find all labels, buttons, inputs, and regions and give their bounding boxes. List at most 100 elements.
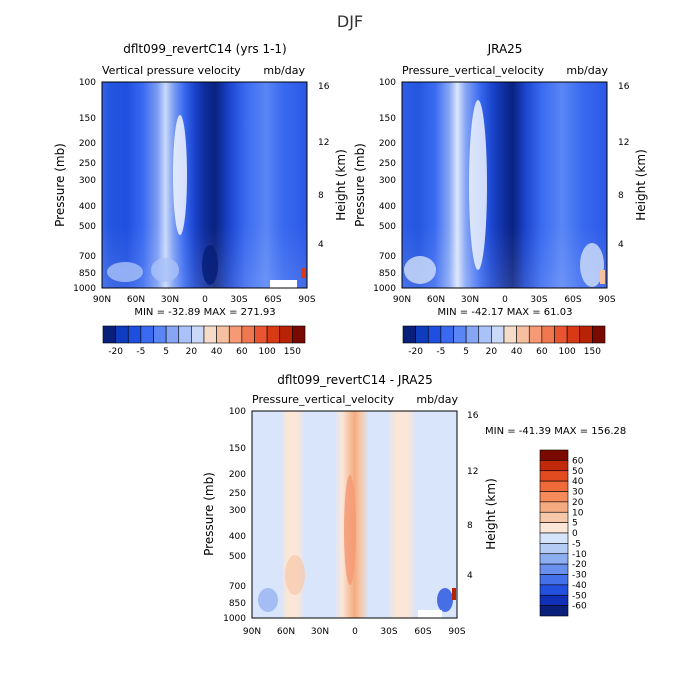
y-tick: 100 [379, 78, 396, 88]
x-tick: 60N [427, 295, 445, 305]
colorbar-swatch [228, 325, 243, 344]
colorbar-swatch [539, 574, 569, 586]
panel-reanalysis-ylabel: Pressure (mb) [353, 143, 367, 227]
y-right-tick: 8 [318, 191, 324, 201]
x-tick: 30N [311, 627, 329, 637]
colorbar-swatch [415, 325, 429, 344]
colorbar-label: -5 [436, 347, 445, 357]
colorbar-label: 20 [572, 498, 584, 508]
panel-reanalysis-blob [404, 256, 436, 284]
x-tick: 30S [530, 295, 547, 305]
panel-model-subtitle: Vertical pressure velocity [102, 64, 241, 77]
colorbar-label: 5 [463, 347, 469, 357]
panel-reanalysis-stats: MIN = -42.17 MAX = 61.03 [438, 307, 573, 318]
panel-reanalysis-field-shade [402, 82, 607, 288]
y-tick: 200 [79, 139, 96, 149]
panel-reanalysis-colorbar: -20 -5 5 20 40 60 100 150 [402, 325, 606, 357]
colorbar-swatch [554, 325, 568, 344]
colorbar-swatch [579, 325, 593, 344]
panel-model-colorbar: -20 -5 5 20 40 60 100 150 [102, 325, 306, 357]
colorbar-swatch [153, 325, 167, 344]
panel-model-units: mb/day [263, 64, 305, 77]
colorbar-label: -20 [408, 347, 423, 357]
colorbar-swatch [539, 532, 569, 544]
colorbar-swatch [478, 325, 492, 344]
colorbar-swatch [592, 325, 606, 344]
panel-model-frame [101, 81, 308, 289]
colorbar-swatch [539, 501, 569, 513]
y-right-tick: 4 [618, 240, 624, 250]
panel-difference-ylabel-right: Height (km) [484, 478, 498, 549]
y-tick: 300 [379, 176, 396, 186]
panel-model-ylabel: Pressure (mb) [53, 143, 67, 227]
y-tick: 700 [229, 582, 246, 592]
colorbar-swatch [102, 325, 116, 344]
y-tick: 150 [379, 114, 396, 124]
y-right-tick: 12 [318, 138, 329, 148]
y-tick: 1000 [373, 284, 396, 294]
colorbar-label: 20 [186, 347, 198, 357]
x-tick: 0 [502, 295, 508, 305]
y-tick: 100 [79, 78, 96, 88]
colorbar-swatch [115, 325, 129, 344]
y-right-tick: 8 [618, 191, 624, 201]
panel-reanalysis-frame [401, 81, 608, 289]
y-right-tick: 12 [467, 467, 478, 477]
y-tick: 500 [379, 222, 396, 232]
colorbar-swatch [465, 325, 480, 344]
y-tick: 500 [229, 552, 246, 562]
panel-difference-ylabel: Pressure (mb) [202, 472, 216, 556]
colorbar-label: 10 [572, 508, 584, 518]
panel-model-blank [270, 280, 297, 288]
colorbar-swatch [279, 325, 293, 344]
x-tick: 30S [380, 627, 397, 637]
colorbar-label: -20 [572, 560, 587, 570]
x-tick: 30N [161, 295, 179, 305]
y-right-tick: 16 [467, 411, 479, 421]
colorbar-swatch [140, 325, 154, 344]
panel-model-title: dflt099_revertC14 (yrs 1-1) [123, 42, 287, 56]
x-tick: 90S [598, 295, 615, 305]
y-right-tick: 8 [467, 521, 473, 531]
panel-model-x-ticks: 90N 60N 30N 0 30S 60S 90S [93, 295, 316, 305]
panel-difference-blob [258, 588, 278, 612]
panel-difference-y-ticks: 100 150 200 250 300 400 500 700 850 1000 [223, 407, 246, 624]
panel-difference-subtitle: Pressure_vertical_velocity [252, 393, 394, 406]
x-tick: 90N [93, 295, 111, 305]
colorbar-label: 40 [511, 347, 523, 357]
panel-model-blob [202, 245, 218, 285]
panel-difference-blob [285, 555, 305, 595]
y-tick: 850 [79, 269, 96, 279]
colorbar-swatch [216, 325, 230, 344]
panel-difference-x-ticks: 90N 60N 30N 0 30S 60S 90S [243, 627, 466, 637]
colorbar-label: -60 [572, 602, 587, 612]
panel-difference-stats: MIN = -41.39 MAX = 156.28 [485, 426, 626, 437]
panel-difference-blank [418, 610, 442, 618]
colorbar-swatch [539, 584, 569, 596]
x-tick: 30N [461, 295, 479, 305]
colorbar-label: 20 [486, 347, 498, 357]
panel-model: dflt099_revertC14 (yrs 1-1) Vertical pre… [53, 42, 348, 357]
x-tick: 90N [393, 295, 411, 305]
colorbar-swatch [539, 563, 569, 575]
x-tick: 0 [202, 295, 208, 305]
colorbar-swatch [516, 325, 530, 344]
colorbar-swatch [178, 325, 192, 344]
y-tick: 250 [229, 489, 246, 499]
colorbar-label: 60 [536, 347, 548, 357]
colorbar-label: 40 [572, 477, 584, 487]
y-right-tick: 4 [318, 240, 324, 250]
panel-model-blob [107, 262, 143, 282]
y-tick: 400 [79, 202, 96, 212]
figure-title: DJF [337, 12, 363, 31]
y-tick: 400 [379, 202, 396, 212]
colorbar-swatch [539, 449, 569, 461]
colorbar-swatch [127, 325, 142, 344]
colorbar-label: 5 [163, 347, 169, 357]
colorbar-label: 40 [211, 347, 223, 357]
panel-model-spot [301, 268, 306, 278]
x-tick: 60N [277, 627, 295, 637]
colorbar-swatch [402, 325, 416, 344]
